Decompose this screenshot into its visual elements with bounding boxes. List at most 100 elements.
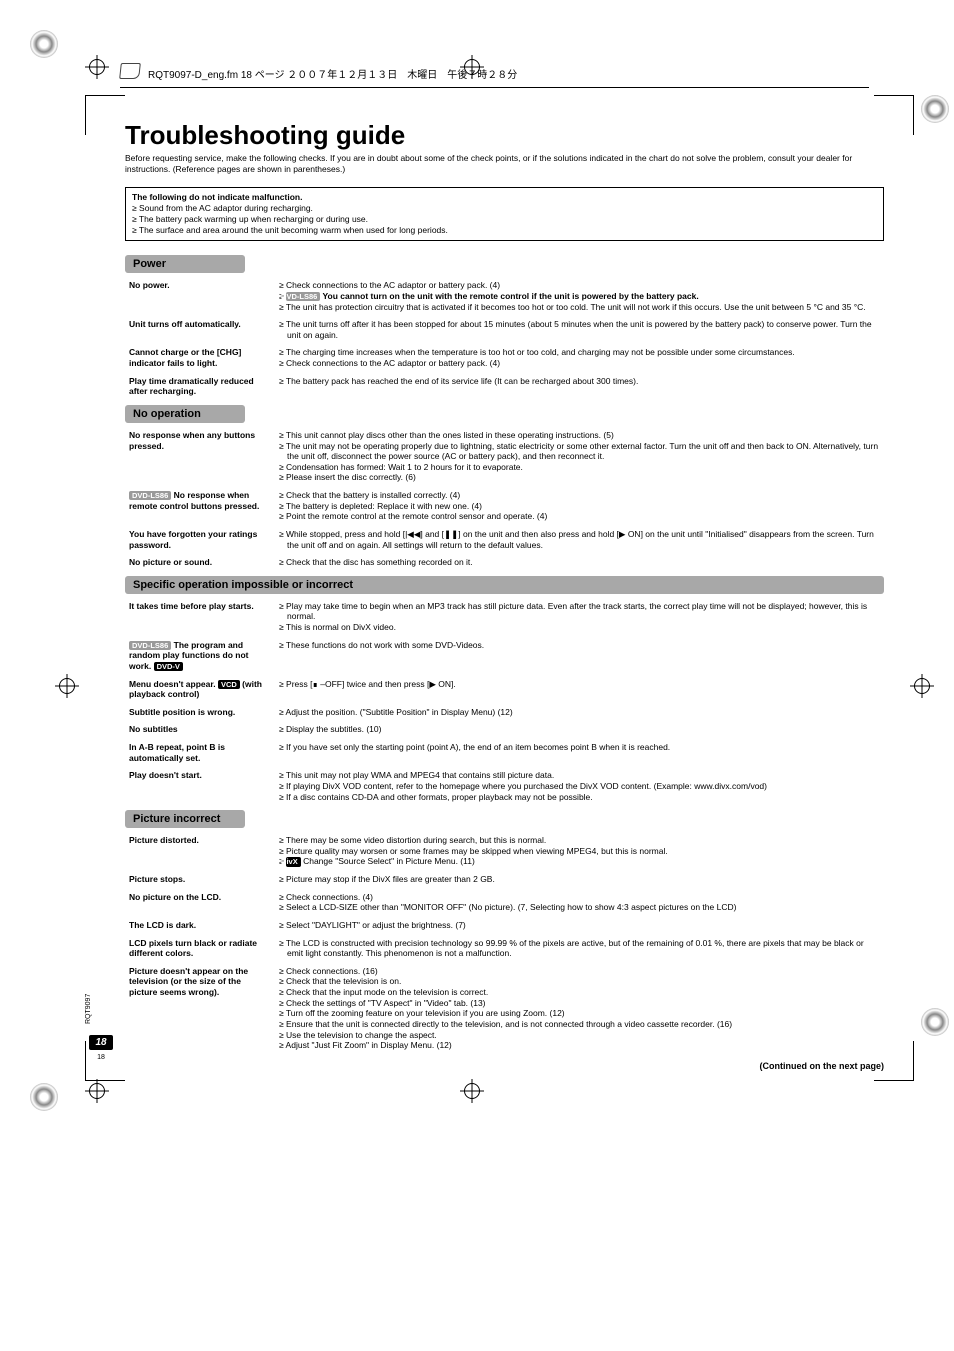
malfunction-items: ≥ Sound from the AC adaptor during recha… — [132, 203, 877, 236]
table-row: The LCD is dark. ≥ Select "DAYLIGHT" or a… — [125, 915, 884, 933]
remedy-item: ≥ Press [∎ –OFF] twice and then press [▶… — [279, 679, 880, 690]
remedy-item: ≥ This unit cannot play discs other than… — [279, 430, 880, 441]
section-header: No operation — [125, 405, 245, 423]
remedy-cell: ≥ These functions do not work with some … — [275, 635, 884, 674]
table-row: It takes time before play starts.≥ Play … — [125, 598, 884, 635]
remedy-item: ≥ This unit may not play WMA and MPEG4 t… — [279, 770, 880, 781]
table-row: No picture or sound.≥ Check that the dis… — [125, 553, 884, 570]
symptom-cell: Picture doesn't appear on the television… — [125, 961, 275, 1053]
page-number: 18 18 — [88, 1032, 114, 1061]
remedy-item: ≥ Turn off the zooming feature on your t… — [279, 1008, 880, 1019]
remedy-item: ≥ Condensation has formed: Wait 1 to 2 h… — [279, 462, 880, 473]
intro-text: Before requesting service, make the foll… — [125, 153, 884, 175]
remedy-item: ≥ DivX Change "Source Select" in Picture… — [279, 856, 880, 867]
table-row: Cannot charge or the [CHG] indicator fai… — [125, 343, 884, 371]
remedy-cell: ≥ Check connections. (16)≥ Check that th… — [275, 961, 884, 1053]
remedy-cell: ≥ If you have set only the starting poin… — [275, 738, 884, 766]
section-header: Power — [125, 255, 245, 273]
table-row: You have forgotten your ratings password… — [125, 524, 884, 552]
continued-note: (Continued on the next page) — [125, 1061, 884, 1071]
symptom-cell: No power. — [125, 278, 275, 315]
symptom-cell: Picture stops. — [125, 870, 275, 888]
section-header: Picture incorrect — [125, 810, 245, 828]
remedy-item: ≥ If a disc contains CD-DA and other for… — [279, 792, 880, 803]
table-row: Play doesn't start.≥ This unit may not p… — [125, 766, 884, 804]
table-row: Menu doesn't appear. VCD (with playback … — [125, 674, 884, 702]
table-row: Unit turns off automatically.≥ The unit … — [125, 315, 884, 343]
remedy-item: ≥ While stopped, press and hold [|◀◀] an… — [279, 529, 880, 550]
remedy-item: ≥ Adjust the position. ("Subtitle Positi… — [279, 707, 880, 718]
remedy-item: ≥ If playing DivX VOD content, refer to … — [279, 781, 880, 792]
remedy-item: ≥ The battery is depleted: Replace it wi… — [279, 501, 880, 512]
remedy-item: ≥ Adjust "Just Fit Zoom" in Display Menu… — [279, 1040, 880, 1051]
troubleshooting-table: It takes time before play starts.≥ Play … — [125, 598, 884, 804]
table-row: DVD-LS86 The program and random play fun… — [125, 635, 884, 674]
table-row: No subtitles≥ Display the subtitles. (10… — [125, 720, 884, 738]
troubleshooting-table: Picture distorted. ≥ There may be some vi… — [125, 832, 884, 1053]
remedy-item: ≥ The battery pack has reached the end o… — [279, 376, 880, 387]
symptom-cell: DVD-LS86 The program and random play fun… — [125, 635, 275, 674]
table-row: Subtitle position is wrong. ≥ Adjust the … — [125, 702, 884, 720]
remedy-cell: ≥ Check that the battery is installed co… — [275, 486, 884, 525]
remedy-item: ≥ Please insert the disc correctly. (6) — [279, 472, 880, 483]
remedy-item: ≥ The LCD is constructed with precision … — [279, 938, 880, 959]
symptom-cell: Picture distorted. — [125, 833, 275, 870]
remedy-cell: ≥ Adjust the position. ("Subtitle Positi… — [275, 702, 884, 720]
table-row: Picture stops. ≥ Picture may stop if the … — [125, 870, 884, 888]
remedy-item: ≥ Check connections. (4) — [279, 892, 880, 903]
remedy-cell: ≥ The charging time increases when the t… — [275, 343, 884, 371]
remedy-item: ≥ Select "DAYLIGHT" or adjust the bright… — [279, 920, 880, 931]
remedy-cell: ≥ Select "DAYLIGHT" or adjust the bright… — [275, 915, 884, 933]
remedy-item: ≥ Check connections to the AC adaptor or… — [279, 280, 880, 291]
symptom-cell: Play time dramatically reduced after rec… — [125, 371, 275, 399]
table-row: In A-B repeat, point B is automatically … — [125, 738, 884, 766]
symptom-cell: In A-B repeat, point B is automatically … — [125, 738, 275, 766]
remedy-cell: ≥ Press [∎ –OFF] twice and then press [▶… — [275, 674, 884, 702]
section-header: Specific operation impossible or incorre… — [125, 576, 884, 594]
remedy-item: ≥ Display the subtitles. (10) — [279, 724, 880, 735]
remedy-item: ≥ Check the settings of "TV Aspect" in "… — [279, 998, 880, 1009]
remedy-item: ≥ Check that the television is on. — [279, 976, 880, 987]
remedy-cell: ≥ Check connections. (4)≥ Select a LCD-S… — [275, 887, 884, 915]
table-row: Picture distorted. ≥ There may be some vi… — [125, 833, 884, 870]
remedy-item: ≥ Ensure that the unit is connected dire… — [279, 1019, 880, 1030]
symptom-cell: LCD pixels turn black or radiate differe… — [125, 933, 275, 961]
model-badge: DVD-LS86 — [129, 641, 171, 650]
remedy-item: ≥ Check connections to the AC adaptor or… — [279, 358, 880, 369]
symptom-cell: Subtitle position is wrong. — [125, 702, 275, 720]
remedy-cell: ≥ This unit may not play WMA and MPEG4 t… — [275, 766, 884, 804]
symptom-cell: No response when any buttons pressed. — [125, 427, 275, 485]
remedy-item: ≥ The unit turns off after it has been s… — [279, 319, 880, 340]
symptom-cell: You have forgotten your ratings password… — [125, 524, 275, 552]
page-number-main: 18 — [89, 1035, 112, 1050]
symptom-cell: Unit turns off automatically. — [125, 315, 275, 343]
remedy-cell: ≥ While stopped, press and hold [|◀◀] an… — [275, 524, 884, 552]
remedy-item: ≥ Check that the battery is installed co… — [279, 490, 880, 501]
model-badge: DVD-LS86 — [286, 292, 320, 301]
remedy-cell: ≥ Check that the disc has something reco… — [275, 553, 884, 570]
remedy-cell: ≥ Play may take time to begin when an MP… — [275, 598, 884, 635]
remedy-cell: ≥ The battery pack has reached the end o… — [275, 371, 884, 399]
doc-code-label: RQT9097 — [85, 993, 92, 1023]
remedy-item: ≥ Check that the disc has something reco… — [279, 557, 880, 568]
remedy-item: ≥ Play may take time to begin when an MP… — [279, 601, 880, 622]
symptom-cell: The LCD is dark. — [125, 915, 275, 933]
format-badge: DVD-V — [154, 662, 183, 671]
table-row: No picture on the LCD.≥ Check connection… — [125, 887, 884, 915]
remedy-item: ≥ There may be some video distortion dur… — [279, 835, 880, 846]
remedy-cell: ≥ This unit cannot play discs other than… — [275, 427, 884, 485]
remedy-item: ≥ Picture may stop if the DivX files are… — [279, 874, 880, 885]
remedy-item: ≥ DVD-LS86 You cannot turn on the unit w… — [279, 291, 880, 302]
remedy-item: ≥ Check that the input mode on the telev… — [279, 987, 880, 998]
remedy-item: ≥ This is normal on DivX video. — [279, 622, 880, 633]
remedy-item: ≥ The unit has protection circuitry that… — [279, 302, 880, 313]
remedy-cell: ≥ Display the subtitles. (10) — [275, 720, 884, 738]
remedy-item: ≥ Use the television to change the aspec… — [279, 1030, 880, 1041]
table-row: Play time dramatically reduced after rec… — [125, 371, 884, 399]
remedy-cell: ≥ Picture may stop if the DivX files are… — [275, 870, 884, 888]
symptom-cell: No picture on the LCD. — [125, 887, 275, 915]
remedy-item: ≥ The unit may not be operating properly… — [279, 441, 880, 462]
remedy-item: ≥ Check connections. (16) — [279, 966, 880, 977]
table-row: No response when any buttons pressed.≥ T… — [125, 427, 884, 485]
remedy-cell: ≥ Check connections to the AC adaptor or… — [275, 278, 884, 315]
